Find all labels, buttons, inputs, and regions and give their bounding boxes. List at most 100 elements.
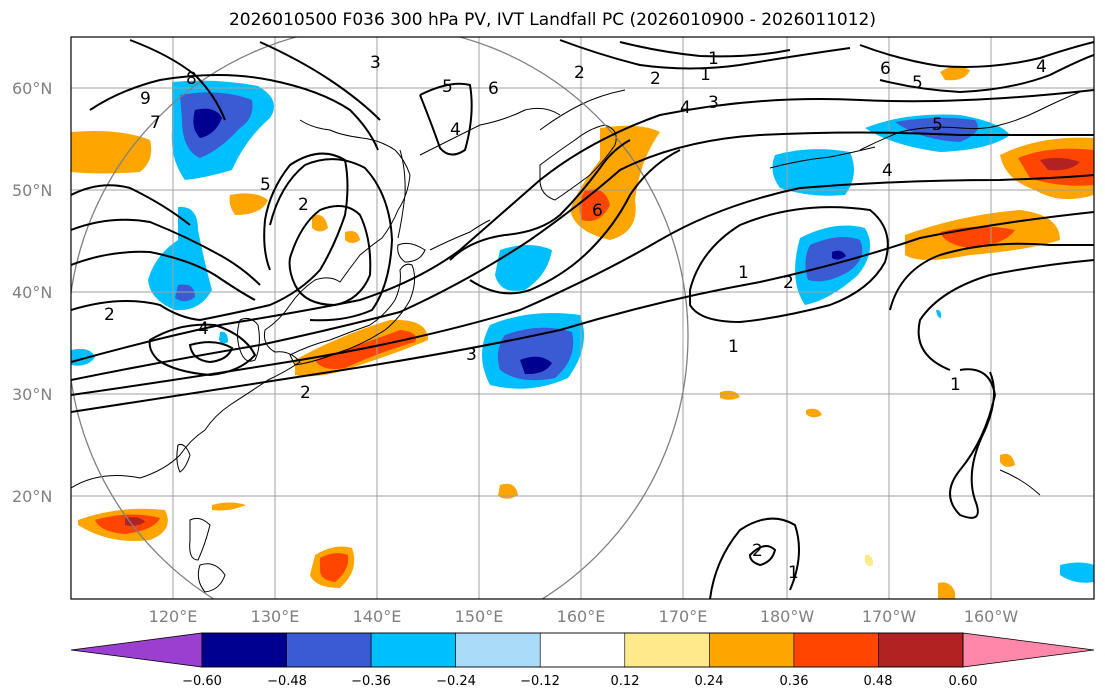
negative-anomaly-regions (71, 80, 1094, 583)
contour-label: 2 (300, 383, 311, 403)
contour-label: 2 (783, 273, 794, 293)
lon-label: 160°W (964, 607, 1019, 626)
latitude-labels: 60°N 50°N 40°N 30°N 20°N (12, 79, 52, 506)
coastline-kuril (429, 219, 491, 251)
lon-label: 140°E (353, 607, 402, 626)
shade-negative-bering (772, 149, 854, 196)
contour-line (449, 139, 631, 261)
colorbar-tick-label: 0.60 (949, 674, 978, 689)
contour-line (71, 89, 1094, 363)
shade-positive-alaska (940, 66, 970, 81)
colorbar: −0.60 −0.48 −0.36 −0.24 −0.12 0.12 0.24 … (70, 632, 1095, 689)
shade-positive-small-e (498, 483, 518, 499)
colorbar-bin (878, 632, 964, 668)
contour-line (89, 74, 379, 151)
contour-line (419, 82, 473, 156)
shade-negative-pacific-mid (497, 327, 574, 381)
contour-line (709, 517, 800, 599)
map-title: 2026010500 F036 300 hPa PV, IVT Landfall… (228, 10, 876, 30)
colorbar-bin (455, 632, 541, 668)
shade-positive-gulf-core (1040, 157, 1080, 171)
contour-label: 2 (574, 63, 585, 83)
lon-label: 170°W (862, 607, 917, 626)
shade-negative-manchuria-core (175, 284, 195, 302)
contour-line (129, 39, 226, 121)
contour-label: 6 (592, 201, 603, 221)
contour-line (879, 54, 1094, 94)
lat-label: 60°N (12, 79, 52, 98)
contour-line (259, 41, 381, 121)
shade-negative-dateline-core (832, 250, 846, 260)
coastline-aleutians (769, 146, 876, 169)
colorbar-tick-label: −0.48 (267, 674, 307, 689)
contour-line (188, 341, 234, 364)
colorbar-bin (709, 632, 795, 668)
shade-positive-small-j (865, 554, 873, 566)
colorbar-frame (201, 632, 964, 668)
lat-label: 30°N (12, 385, 52, 404)
contour-label: 4 (680, 98, 691, 118)
contour-line (269, 158, 394, 322)
contour-line (889, 242, 1094, 311)
contour-label: 3 (708, 93, 719, 113)
colorbar-tick-label: −0.36 (351, 674, 391, 689)
contour-line (917, 259, 1094, 371)
coastline-sakhalin (397, 149, 406, 239)
coastline-japan-honshu (289, 263, 416, 366)
shade-positive-japan-mid (315, 330, 416, 369)
contour-line (288, 205, 372, 307)
shade-positive-small-f (720, 390, 740, 400)
contour-label: 4 (1036, 57, 1047, 77)
coastline-philippines-south (197, 563, 226, 593)
contour-label: 2 (298, 195, 309, 215)
contour-line (689, 206, 889, 324)
contour-line (71, 131, 1094, 381)
contour-line (71, 211, 1094, 413)
lon-label: 160°E (557, 607, 606, 626)
contour-label: 5 (442, 77, 453, 97)
contour-label: 5 (932, 115, 943, 135)
contour-line (619, 41, 791, 58)
pv-contours (71, 39, 1094, 599)
colorbar-ticks: −0.60 −0.48 −0.36 −0.24 −0.12 0.12 0.24 … (182, 674, 977, 689)
colorbar-bin (539, 632, 626, 668)
shade-negative-manchuria (148, 206, 212, 311)
shade-negative-siberia-core (193, 108, 222, 138)
lon-label: 170°E (659, 607, 708, 626)
contour-label: 6 (488, 79, 499, 99)
lon-label: 150°E (455, 607, 504, 626)
lat-label: 20°N (12, 487, 52, 506)
contour-label: 5 (912, 73, 923, 93)
contour-line (71, 218, 261, 286)
shade-positive-small-c (345, 231, 360, 243)
shade-positive-small-a (229, 193, 268, 215)
colorbar-tick-label: 0.24 (695, 674, 724, 689)
lon-label: 180°W (760, 607, 815, 626)
contour-label: 1 (700, 65, 711, 85)
lat-label: 40°N (12, 283, 52, 302)
coastline-japan-hokkaido (397, 242, 426, 263)
shade-positive-small-g (806, 408, 822, 418)
contour-label: 1 (738, 263, 749, 283)
coastline-okhotsk (419, 107, 561, 156)
coastline-philippines (189, 517, 211, 561)
contour-label: 1 (728, 337, 739, 357)
shade-positive-philippine-mid (320, 553, 349, 582)
shade-negative-edge-right (1060, 562, 1094, 583)
contour-line (71, 184, 191, 226)
shade-positive-kamchatka (570, 125, 660, 240)
colorbar-tick-label: −0.24 (436, 674, 476, 689)
contour-label: 7 (150, 113, 161, 133)
contour-label: 2 (104, 305, 115, 325)
longitude-labels: 120°E 130°E 140°E 150°E 160°E 170°E 180°… (149, 607, 1019, 626)
colorbar-bin (624, 632, 710, 668)
contour-line (71, 152, 349, 322)
coastline-hawaii (999, 469, 1041, 496)
contour-label: 4 (198, 319, 209, 339)
contour-label: 1 (950, 375, 961, 395)
colorbar-tick-label: −0.60 (182, 674, 222, 689)
contour-line (469, 149, 681, 295)
shade-negative-small-2 (936, 309, 942, 318)
contour-label: 8 (186, 69, 197, 89)
shade-positive-scs-core (125, 517, 145, 526)
